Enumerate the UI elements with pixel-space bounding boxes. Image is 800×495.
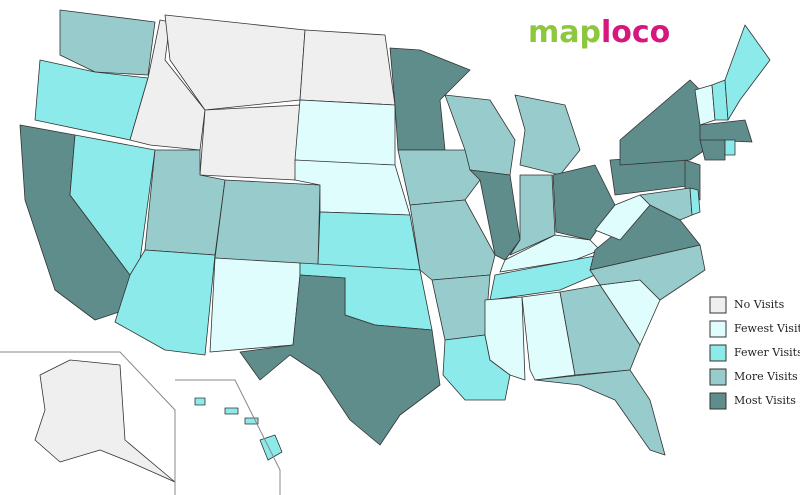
state bbox=[724, 24, 771, 121]
state bbox=[699, 119, 753, 143]
state bbox=[409, 199, 496, 281]
legend-label: No Visits bbox=[734, 298, 785, 311]
state bbox=[619, 79, 706, 166]
state bbox=[509, 174, 556, 256]
state bbox=[299, 29, 396, 106]
state bbox=[431, 274, 491, 341]
state bbox=[294, 99, 396, 171]
state bbox=[59, 9, 156, 76]
legend-label: Fewest Visits bbox=[734, 322, 800, 335]
state bbox=[194, 397, 206, 406]
state bbox=[34, 359, 176, 483]
state bbox=[214, 179, 321, 266]
state bbox=[317, 211, 421, 271]
state bbox=[239, 274, 441, 446]
inset-border bbox=[175, 379, 281, 495]
state bbox=[397, 149, 481, 206]
inset-border bbox=[0, 351, 176, 495]
state bbox=[389, 47, 471, 151]
legend-label: Fewer Visits bbox=[734, 346, 800, 359]
state bbox=[699, 139, 726, 161]
state bbox=[534, 369, 666, 456]
legend-swatch bbox=[709, 296, 727, 314]
state bbox=[514, 94, 581, 176]
state bbox=[164, 14, 306, 111]
state bbox=[199, 104, 301, 181]
legend-label: Most Visits bbox=[734, 394, 796, 407]
logo-part: loco bbox=[601, 15, 670, 50]
logo-part: map bbox=[528, 15, 601, 50]
legend-swatch bbox=[709, 368, 727, 386]
legend-swatch bbox=[709, 392, 727, 410]
states bbox=[19, 9, 771, 483]
state bbox=[209, 257, 301, 353]
legend-label: More Visits bbox=[734, 370, 798, 383]
legend-swatch bbox=[709, 344, 727, 362]
state bbox=[224, 407, 239, 415]
logo: maploco bbox=[528, 15, 670, 50]
state bbox=[689, 187, 701, 216]
state bbox=[489, 254, 601, 301]
state bbox=[724, 139, 736, 156]
legend: No Visits Fewest Visits Fewer Visits More V… bbox=[709, 296, 800, 410]
legend-swatch bbox=[709, 320, 727, 338]
state bbox=[639, 187, 693, 221]
state bbox=[559, 284, 641, 376]
state bbox=[259, 434, 283, 461]
